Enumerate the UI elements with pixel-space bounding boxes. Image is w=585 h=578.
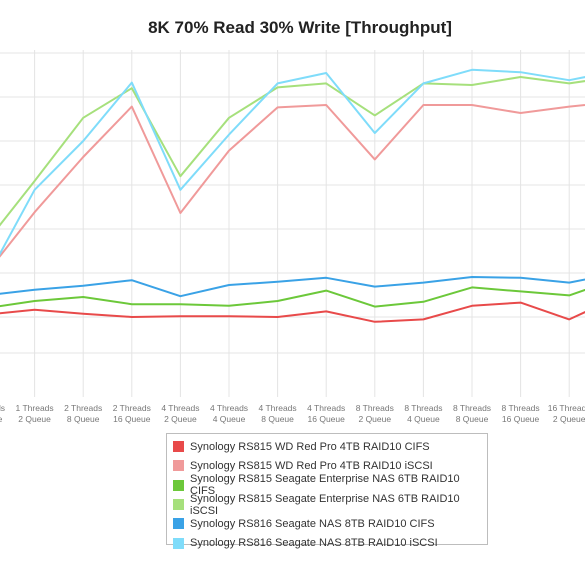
legend-label: Synology RS815 Seagate Enterprise NAS 6T…: [190, 492, 460, 517]
x-tick-label: 8 Threads: [453, 403, 491, 413]
series-layer: [0, 68, 585, 323]
x-tick-label: 2 Queue: [358, 414, 391, 424]
legend-label: Synology RS815 Seagate Enterprise NAS 6T…: [190, 473, 460, 498]
legend-label: Synology RS816 Seagate NAS 8TB RAID10 CI…: [190, 517, 435, 530]
x-tick-label: 1 Threads: [0, 403, 5, 413]
legend-item[interactable]: Synology RS815 WD Red Pro 4TB RAID10 CIF…: [173, 437, 481, 456]
series-line: [0, 68, 585, 256]
legend-label: Synology RS816 Seagate NAS 8TB RAID10 iS…: [190, 537, 438, 550]
legend-swatch: [173, 518, 184, 530]
x-tick-label: 4 Threads: [259, 403, 297, 413]
x-tick-label: 1 Threads: [16, 403, 54, 413]
legend-label: Synology RS815 WD Red Pro 4TB RAID10 CIF…: [190, 440, 430, 453]
x-tick-label: 4 Threads: [161, 403, 199, 413]
x-tick-label: 16 Queue: [502, 414, 540, 424]
legend-swatch: [173, 441, 184, 453]
legend-label: Synology RS815 WD Red Pro 4TB RAID10 iSC…: [190, 459, 433, 472]
x-tick-label: 8 Threads: [502, 403, 540, 413]
legend-item[interactable]: Synology RS816 Seagate NAS 8TB RAID10 CI…: [173, 514, 481, 533]
legend-swatch: [173, 460, 184, 472]
x-tick-label: 16 Queue: [113, 414, 151, 424]
x-tick-label: 2 Threads: [64, 403, 102, 413]
series-line: [0, 76, 585, 227]
x-tick-label: 4 Queue: [407, 414, 440, 424]
x-tick-label: 1 Queue: [0, 414, 3, 424]
series-line: [0, 301, 585, 323]
x-tick-label: 8 Threads: [356, 403, 394, 413]
series-line: [0, 104, 585, 258]
legend-swatch: [173, 499, 184, 511]
grid-layer: [0, 50, 585, 397]
legend: Synology RS815 WD Red Pro 4TB RAID10 CIF…: [166, 433, 488, 549]
x-tick-label: 8 Queue: [261, 414, 294, 424]
legend-item[interactable]: Synology RS815 Seagate Enterprise NAS 6T…: [173, 492, 481, 517]
x-tick-label: 4 Threads: [210, 403, 248, 413]
legend-item[interactable]: Synology RS815 Seagate Enterprise NAS 6T…: [173, 473, 481, 498]
x-tick-label: 8 Queue: [67, 414, 100, 424]
legend-item[interactable]: Synology RS815 WD Red Pro 4TB RAID10 iSC…: [173, 456, 481, 475]
x-tick-label: 8 Threads: [404, 403, 442, 413]
x-tick-label: 16 Queue: [308, 414, 346, 424]
series-line: [0, 286, 585, 308]
x-tick-label: 4 Queue: [213, 414, 246, 424]
x-tick-label: 2 Threads: [113, 403, 151, 413]
x-tick-label: 2 Queue: [553, 414, 585, 424]
legend-item[interactable]: Synology RS816 Seagate NAS 8TB RAID10 iS…: [173, 533, 481, 552]
legend-swatch: [173, 537, 184, 549]
x-tick-label: 2 Queue: [164, 414, 197, 424]
chart-title: 8K 70% Read 30% Write [Throughput]: [148, 18, 452, 37]
series-line: [0, 276, 585, 298]
legend-swatch: [173, 479, 184, 491]
x-tick-label: 8 Queue: [456, 414, 489, 424]
x-tick-label: 4 Threads: [307, 403, 345, 413]
x-tick-label: 2 Queue: [18, 414, 51, 424]
x-tick-label: 16 Threads: [548, 403, 585, 413]
